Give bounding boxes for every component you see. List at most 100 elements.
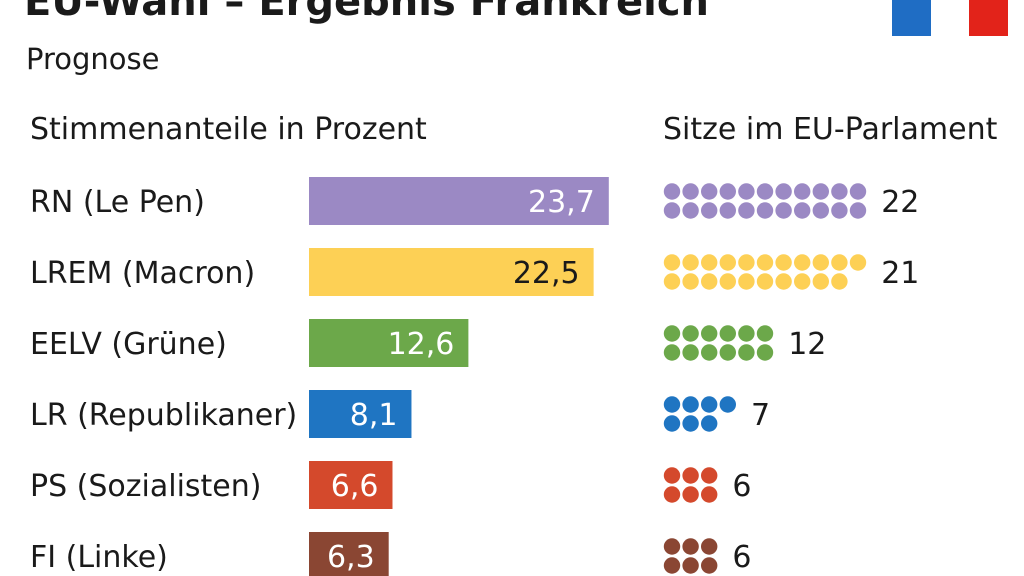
seat-dot <box>794 202 811 219</box>
seat-dot <box>701 273 718 290</box>
category-label: LR (Republikaner) <box>30 398 297 433</box>
seat-dot <box>682 202 699 219</box>
seat-dot <box>775 202 792 219</box>
seat-count-label: 7 <box>751 398 770 433</box>
seat-dot <box>701 396 718 413</box>
seat-dot <box>775 273 792 290</box>
seat-dot <box>794 273 811 290</box>
seat-dot <box>738 254 755 271</box>
chart-subtitle: Prognose <box>26 42 160 76</box>
category-label: EELV (Grüne) <box>30 327 227 362</box>
seat-dot <box>663 538 681 555</box>
seat-dot <box>738 325 755 342</box>
seat-count-label: 22 <box>881 185 919 220</box>
seat-dot <box>682 344 699 361</box>
bar <box>309 177 609 225</box>
category-label: FI (Linke) <box>30 540 168 575</box>
bar-value-label: 12,6 <box>388 327 455 362</box>
bar-value-label: 8,1 <box>350 398 398 433</box>
seat-dot <box>719 254 736 271</box>
seat-dot <box>756 344 774 361</box>
seat-dot <box>701 325 718 342</box>
flag-stripe-blue <box>892 0 931 36</box>
seat-dot <box>701 344 718 361</box>
seat-dot <box>756 183 774 200</box>
seat-dot <box>756 325 774 342</box>
seat-dot <box>794 183 811 200</box>
seat-dot <box>812 273 829 290</box>
seat-dot <box>849 183 867 200</box>
seat-dot <box>738 183 755 200</box>
seat-dot <box>682 486 699 503</box>
seat-dot <box>794 254 811 271</box>
seat-dot <box>775 254 792 271</box>
seat-dot <box>831 273 848 290</box>
seat-dot <box>663 557 681 574</box>
seat-dot <box>831 183 848 200</box>
seat-dot <box>812 254 829 271</box>
seat-dot <box>663 486 681 503</box>
seat-dot <box>663 183 681 200</box>
flag-stripe-red <box>969 0 1009 36</box>
seats-heading: Sitze im EU-Parlament <box>663 112 998 147</box>
france-flag-icon <box>892 0 1009 36</box>
bar-value-label: 6,3 <box>327 540 375 575</box>
flag-stripe-white <box>930 0 970 36</box>
seat-dot <box>701 415 718 432</box>
seat-dot <box>849 202 867 219</box>
seat-count-label: 6 <box>732 540 751 575</box>
seat-dot <box>663 202 681 219</box>
seat-dot <box>738 202 755 219</box>
seat-dot <box>663 254 681 271</box>
seat-dot <box>812 202 829 219</box>
seat-dot <box>663 273 681 290</box>
category-label: PS (Sozialisten) <box>30 469 261 504</box>
seat-dot <box>719 183 736 200</box>
vote-share-heading: Stimmenanteile in Prozent <box>30 112 427 147</box>
seat-dot <box>756 273 774 290</box>
seat-dot <box>738 344 755 361</box>
seat-dot <box>663 396 681 413</box>
bar-value-label: 6,6 <box>331 469 379 504</box>
seat-dot <box>663 467 681 484</box>
seat-dot <box>682 273 699 290</box>
seat-dot <box>831 254 848 271</box>
seat-dot <box>775 183 792 200</box>
seat-dot <box>849 254 867 271</box>
seat-dot <box>701 183 718 200</box>
seat-dot <box>701 557 718 574</box>
seat-count-label: 6 <box>732 469 751 504</box>
seat-dot <box>701 486 718 503</box>
seat-dot <box>663 344 681 361</box>
seat-dot <box>719 202 736 219</box>
seat-dot <box>682 254 699 271</box>
category-label: LREM (Macron) <box>30 256 255 291</box>
bar-value-label: 22,5 <box>513 256 580 291</box>
seat-dot <box>682 467 699 484</box>
seat-dot <box>719 325 736 342</box>
category-label: RN (Le Pen) <box>30 185 205 220</box>
seat-dot <box>812 183 829 200</box>
seat-count-label: 12 <box>788 327 826 362</box>
seat-dot <box>701 538 718 555</box>
bar <box>309 248 594 296</box>
seat-dot <box>719 344 736 361</box>
bar-value-label: 23,7 <box>528 185 595 220</box>
seat-dot <box>663 415 681 432</box>
seat-dot <box>682 415 699 432</box>
seat-dot <box>663 325 681 342</box>
seat-dot <box>701 254 718 271</box>
seat-dot <box>701 202 718 219</box>
bar <box>309 390 412 438</box>
bar <box>309 461 393 509</box>
seat-dot <box>682 538 699 555</box>
seat-dot <box>682 325 699 342</box>
seat-dot <box>719 273 736 290</box>
bar <box>309 532 389 576</box>
seat-dot <box>719 396 736 413</box>
seat-count-label: 21 <box>881 256 919 291</box>
seat-dot <box>738 273 755 290</box>
seat-dot <box>682 557 699 574</box>
seat-dot <box>682 396 699 413</box>
